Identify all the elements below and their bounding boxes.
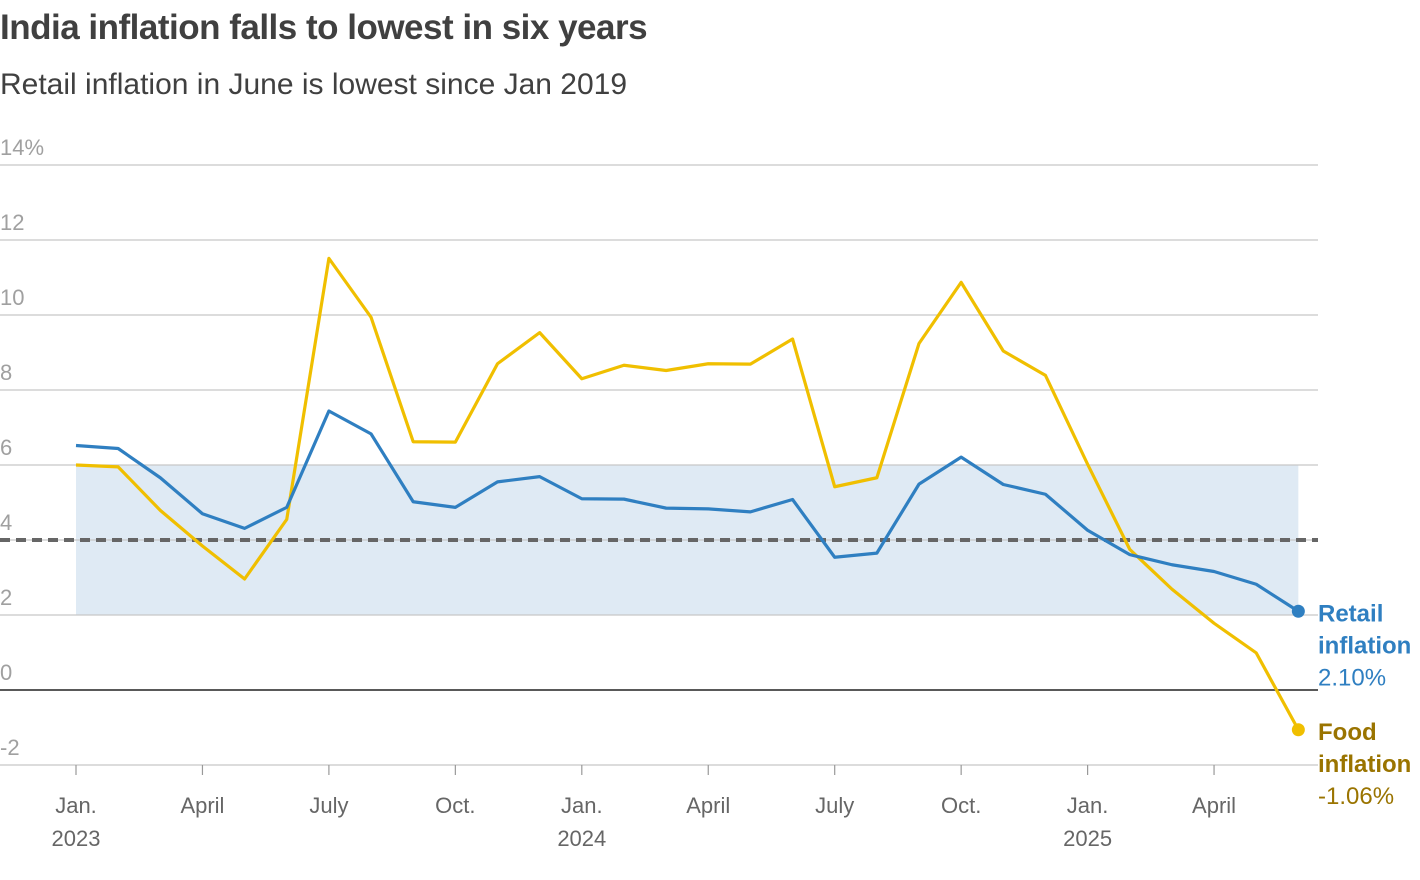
end-point [1291,604,1305,618]
x-tick-label: Jan. [55,793,97,818]
y-tick-label: -2 [0,735,20,760]
series-line [75,256,1300,731]
x-tick-label: Jan. [561,793,603,818]
x-tick-label: Oct. [941,793,981,818]
x-tick-label: April [686,793,730,818]
y-tick-label: 4 [0,510,12,535]
chart-title: India inflation falls to lowest in six y… [0,8,648,47]
series-label: Food [1318,719,1377,746]
series-label: inflation [1318,632,1411,659]
x-tick-label: July [815,793,854,818]
x-tick-label: Jan. [1067,793,1109,818]
series-label: Retail [1318,600,1383,627]
x-tick-year: 2025 [1063,826,1112,851]
y-tick-label: 0 [0,660,12,685]
series-end-value: -1.06% [1318,783,1394,810]
y-tick-label: 10 [0,285,24,310]
x-tick-year: 2024 [557,826,606,851]
series-food: Food inflation -1.06% [75,256,1411,810]
y-tick-label: 8 [0,360,12,385]
y-tick-label: 2 [0,585,12,610]
x-tick-label: April [1192,793,1236,818]
series-line [75,409,1300,613]
x-tick-year: 2023 [52,826,101,851]
chart-subtitle: Retail inflation in June is lowest since… [0,68,628,101]
series-retail: Retail inflation 2.10% [75,409,1411,691]
x-tick-label: July [309,793,348,818]
end-point [1291,723,1305,737]
y-tick-label: 14% [0,135,44,160]
y-tick-label: 12 [0,210,24,235]
y-tick-label: 6 [0,435,12,460]
x-tick-label: Oct. [435,793,475,818]
series-end-value: 2.10% [1318,664,1386,691]
series-label: inflation [1318,751,1411,778]
x-tick-label: April [180,793,224,818]
